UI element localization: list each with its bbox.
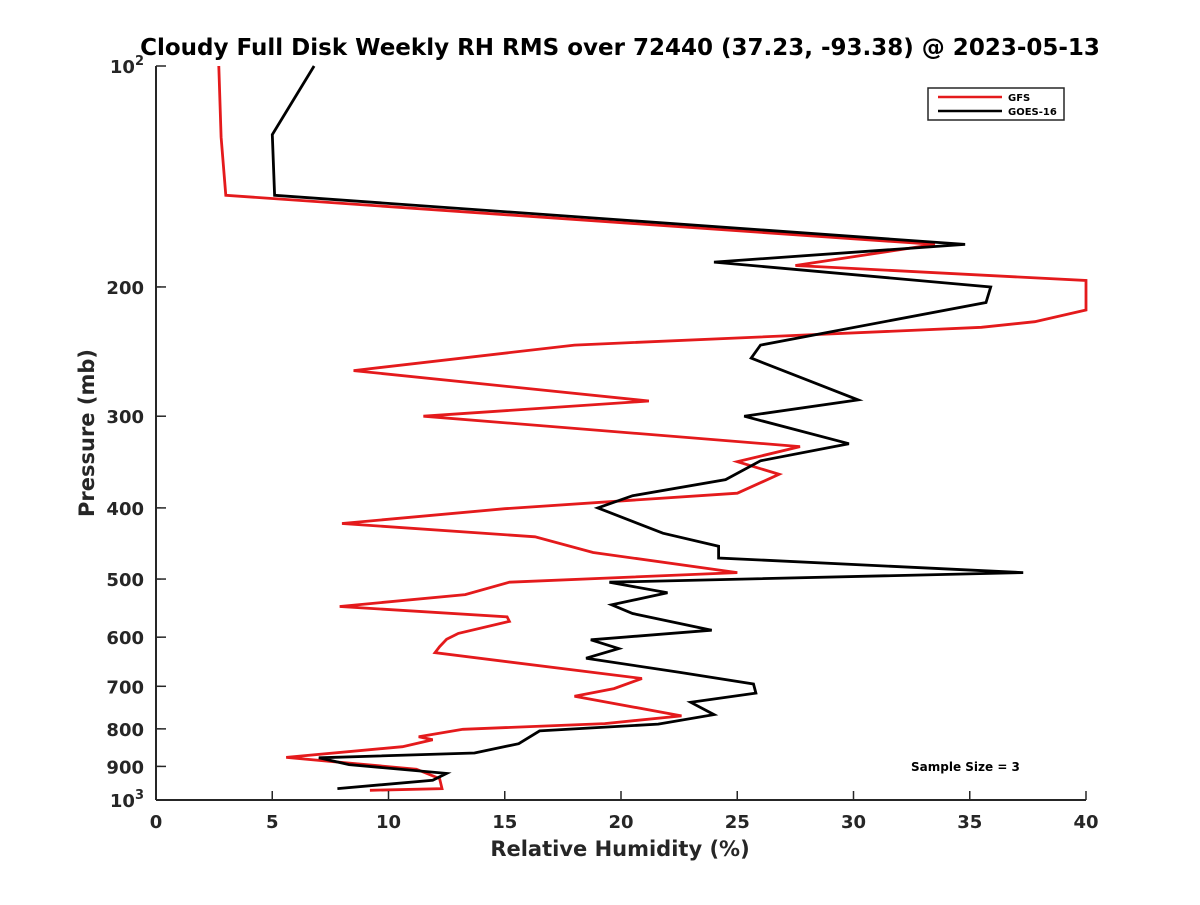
y-tick-label: 400 bbox=[106, 499, 144, 520]
series-layer bbox=[217, 65, 1088, 792]
x-tick-label: 40 bbox=[1073, 812, 1098, 833]
x-axis-label: Relative Humidity (%) bbox=[490, 837, 749, 861]
y-tick-label: 200 bbox=[106, 278, 144, 299]
y-tick-label: 103 bbox=[110, 788, 144, 812]
y-tick-layer: 102 200 300 400 500 600 700 800 900 103 bbox=[106, 54, 166, 812]
y-tick-label: 300 bbox=[106, 407, 144, 428]
series-line-goes-16 bbox=[270, 65, 1024, 790]
y-tick-label: 700 bbox=[106, 677, 144, 698]
chart-title: Cloudy Full Disk Weekly RH RMS over 7244… bbox=[140, 35, 1100, 61]
x-tick-label: 0 bbox=[150, 812, 163, 833]
x-tick-label: 20 bbox=[608, 812, 633, 833]
legend-label-gfs: GFS bbox=[1008, 93, 1030, 104]
x-tick-label: 5 bbox=[266, 812, 279, 833]
y-tick-label: 500 bbox=[106, 570, 144, 591]
y-tick-label: 800 bbox=[106, 720, 144, 741]
sample-size-annotation: Sample Size = 3 bbox=[911, 760, 1020, 774]
x-tick-label: 10 bbox=[376, 812, 401, 833]
legend-box bbox=[927, 87, 1065, 121]
x-tick-label: 25 bbox=[725, 812, 750, 833]
x-tick-label: 30 bbox=[841, 812, 866, 833]
x-tick-label: 35 bbox=[957, 812, 982, 833]
y-axis-label: Pressure (mb) bbox=[75, 349, 99, 517]
x-tick-layer: 0 5 10 15 20 25 30 35 40 bbox=[150, 791, 1099, 833]
y-tick-label: 102 bbox=[110, 54, 144, 78]
y-tick-label: 600 bbox=[106, 628, 144, 649]
legend: GFS GOES-16 bbox=[927, 87, 1065, 121]
series-line-gfs bbox=[217, 65, 1088, 792]
x-tick-label: 15 bbox=[492, 812, 517, 833]
legend-label-goes-16: GOES-16 bbox=[1008, 107, 1057, 118]
y-tick-label: 900 bbox=[106, 757, 144, 778]
